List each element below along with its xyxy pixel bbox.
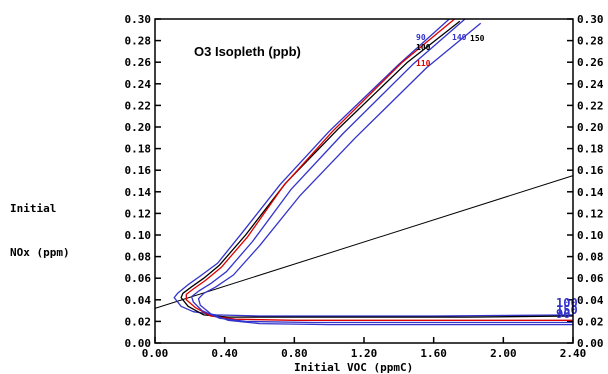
- contour-label-top: 150: [470, 34, 485, 43]
- y-tick-label-left: 0.04: [125, 294, 152, 307]
- x-tick-label: 0.80: [281, 347, 308, 360]
- y-tick-label-left: 0.00: [125, 337, 152, 350]
- contour-label-top: 90: [416, 33, 426, 42]
- y-tick-label-left: 0.18: [125, 143, 152, 156]
- y-tick-label-right: 0.02: [577, 315, 604, 328]
- y-tick-label-left: 0.14: [125, 186, 152, 199]
- contour-label-top: 100: [416, 43, 431, 52]
- y-tick-label-right: 0.26: [577, 56, 604, 69]
- y-tick-label-left: 0.10: [125, 229, 152, 242]
- y-tick-label-right: 0.30: [577, 13, 604, 26]
- y-tick-label-left: 0.02: [125, 315, 152, 328]
- y-tick-label-right: 0.28: [577, 35, 604, 48]
- y-tick-label-left: 0.30: [125, 13, 152, 26]
- y-tick-label-right: 0.06: [577, 272, 604, 285]
- contour-label-top: 140: [452, 33, 467, 42]
- plot-area: [154, 18, 574, 326]
- y-tick-label-left: 0.06: [125, 272, 152, 285]
- x-tick-label: 2.40: [560, 347, 587, 360]
- y-tick-label-right: 0.22: [577, 99, 604, 112]
- y-tick-label-right: 0.16: [577, 164, 604, 177]
- y-tick-label-left: 0.08: [125, 251, 152, 264]
- y-tick-label-right: 0.20: [577, 121, 604, 134]
- y-tick-label-right: 0.18: [577, 143, 604, 156]
- y-tick-label-right: 0.04: [577, 294, 604, 307]
- y-tick-label-left: 0.22: [125, 99, 152, 112]
- y-tick-label-left: 0.20: [125, 121, 152, 134]
- x-tick-label: 1.20: [351, 347, 378, 360]
- isopleth-140: [190, 18, 573, 324]
- y-tick-label-left: 0.28: [125, 35, 152, 48]
- y-tick-label-right: 0.08: [577, 251, 604, 264]
- chart-title: O3 Isopleth (ppb): [194, 44, 301, 59]
- y-axis-title-line2: NOx (ppm): [10, 246, 70, 259]
- contour-label-top: 110: [416, 59, 431, 68]
- voc-nox-ratio-line: [154, 175, 574, 309]
- isopleth-150: [197, 22, 573, 326]
- y-tick-label-right: 0.10: [577, 229, 604, 242]
- isopleth-100: [180, 20, 574, 318]
- axis-ticks: 0.00 0.000.02 0.020.04 0.040.06 0.060.08 0.08…: [125, 13, 604, 360]
- isopleth-90: [173, 18, 574, 317]
- y-tick-label-right: 0.00: [577, 337, 604, 350]
- isopleth-110: [185, 18, 573, 321]
- x-tick-label: 2.00: [490, 347, 517, 360]
- x-tick-label: 0.40: [211, 347, 238, 360]
- y-tick-label-left: 0.24: [125, 78, 152, 91]
- y-tick-label-right: 0.12: [577, 207, 604, 220]
- y-tick-label-right: 0.24: [577, 78, 604, 91]
- y-tick-label-left: 0.12: [125, 207, 152, 220]
- y-tick-label-left: 0.16: [125, 164, 152, 177]
- contour-label-right: 90: [556, 307, 570, 321]
- y-tick-label-left: 0.26: [125, 56, 152, 69]
- y-axis-title-line1: Initial: [10, 202, 56, 215]
- plot-frame: [154, 18, 574, 344]
- y-tick-label-right: 0.14: [577, 186, 604, 199]
- x-tick-label: 1.60: [420, 347, 447, 360]
- x-axis-title: Initial VOC (ppmC): [294, 361, 413, 374]
- x-tick-label: 0.00: [142, 347, 169, 360]
